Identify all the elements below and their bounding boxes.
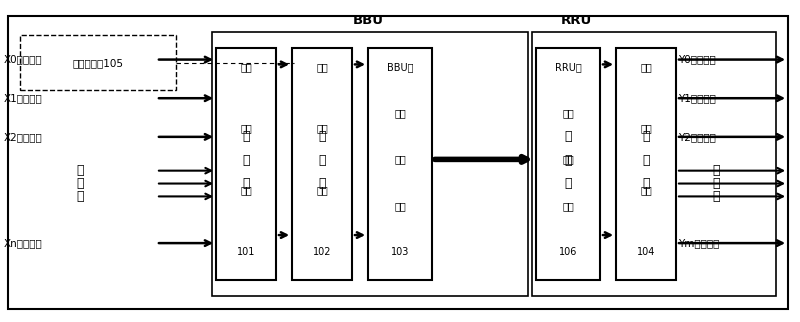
Text: ・: ・ [564,155,572,167]
Text: 104: 104 [637,247,655,257]
Text: ・: ・ [642,155,650,167]
Text: 数据: 数据 [240,124,252,134]
Bar [212,32,528,296]
Text: ・: ・ [242,155,250,167]
Text: RRU侧: RRU侧 [554,62,582,72]
Text: ・: ・ [318,130,326,143]
Text: 接口: 接口 [562,201,574,211]
Text: BBU侧: BBU侧 [386,62,414,72]
Text: 接口: 接口 [640,185,652,195]
Text: ・: ・ [242,177,250,190]
Text: ・: ・ [564,177,572,190]
Bar [368,48,432,280]
Text: X0通道数据: X0通道数据 [4,54,42,65]
Text: Y2通道数据: Y2通道数据 [678,132,715,142]
Bar [616,48,676,280]
Text: 无线: 无线 [562,108,574,118]
Text: 射频: 射频 [394,155,406,165]
Text: 接口: 接口 [240,185,252,195]
Text: ・: ・ [564,130,572,143]
Bar [216,48,276,280]
Text: 交换配置表105: 交换配置表105 [73,58,123,68]
Text: ・: ・ [642,177,650,190]
Text: 接口: 接口 [394,201,406,211]
Text: 103: 103 [391,247,409,257]
Text: ・: ・ [712,177,720,190]
Text: 106: 106 [559,247,577,257]
Text: Ym通道数据: Ym通道数据 [678,238,719,248]
Bar [536,48,600,280]
Text: 单元: 单元 [316,185,328,195]
Bar [292,48,352,280]
Text: RRU: RRU [560,14,592,27]
Text: 数据: 数据 [640,124,652,134]
Text: 102: 102 [313,247,331,257]
Bar [532,32,776,296]
Text: ・: ・ [76,190,84,203]
Bar [20,35,176,90]
Text: ・: ・ [712,190,720,203]
Text: ・: ・ [642,130,650,143]
Text: BBU: BBU [353,14,383,27]
Text: X1通道数据: X1通道数据 [4,93,42,103]
Text: ・: ・ [712,164,720,177]
Text: ・: ・ [318,155,326,167]
Text: 输出: 输出 [640,62,652,72]
Text: Xn通道数据: Xn通道数据 [4,238,42,248]
Text: Y1通道数据: Y1通道数据 [678,93,715,103]
Text: 101: 101 [237,247,255,257]
Text: ・: ・ [76,164,84,177]
Text: ・: ・ [318,177,326,190]
Text: ・: ・ [76,177,84,190]
Text: 交换: 交换 [316,124,328,134]
Text: 无线: 无线 [394,108,406,118]
Text: X2通道数据: X2通道数据 [4,132,42,142]
Text: 输入: 输入 [240,62,252,72]
Text: ・: ・ [242,130,250,143]
Text: Y0通道数据: Y0通道数据 [678,54,715,65]
Text: 射频: 射频 [562,155,574,165]
Text: 并行: 并行 [316,62,328,72]
